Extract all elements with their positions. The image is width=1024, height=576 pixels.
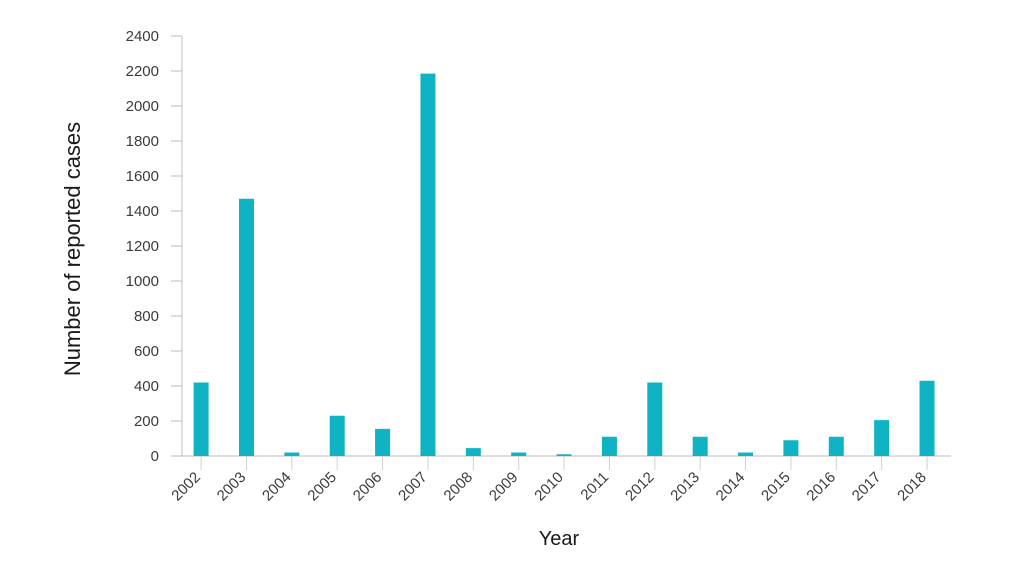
svg-text:Year: Year <box>539 528 580 550</box>
svg-text:2200: 2200 <box>126 63 159 80</box>
svg-text:600: 600 <box>134 343 159 360</box>
svg-text:1400: 1400 <box>126 203 159 220</box>
svg-text:0: 0 <box>151 448 159 465</box>
svg-text:Number of reported cases: Number of reported cases <box>60 122 85 376</box>
svg-text:800: 800 <box>134 308 159 325</box>
svg-text:400: 400 <box>134 378 159 395</box>
svg-text:1000: 1000 <box>126 273 159 290</box>
svg-text:2400: 2400 <box>126 28 159 45</box>
svg-text:2000: 2000 <box>126 98 159 115</box>
svg-text:200: 200 <box>134 413 159 430</box>
svg-text:1600: 1600 <box>126 168 159 185</box>
svg-text:1800: 1800 <box>126 133 159 150</box>
svg-text:1200: 1200 <box>126 238 159 255</box>
